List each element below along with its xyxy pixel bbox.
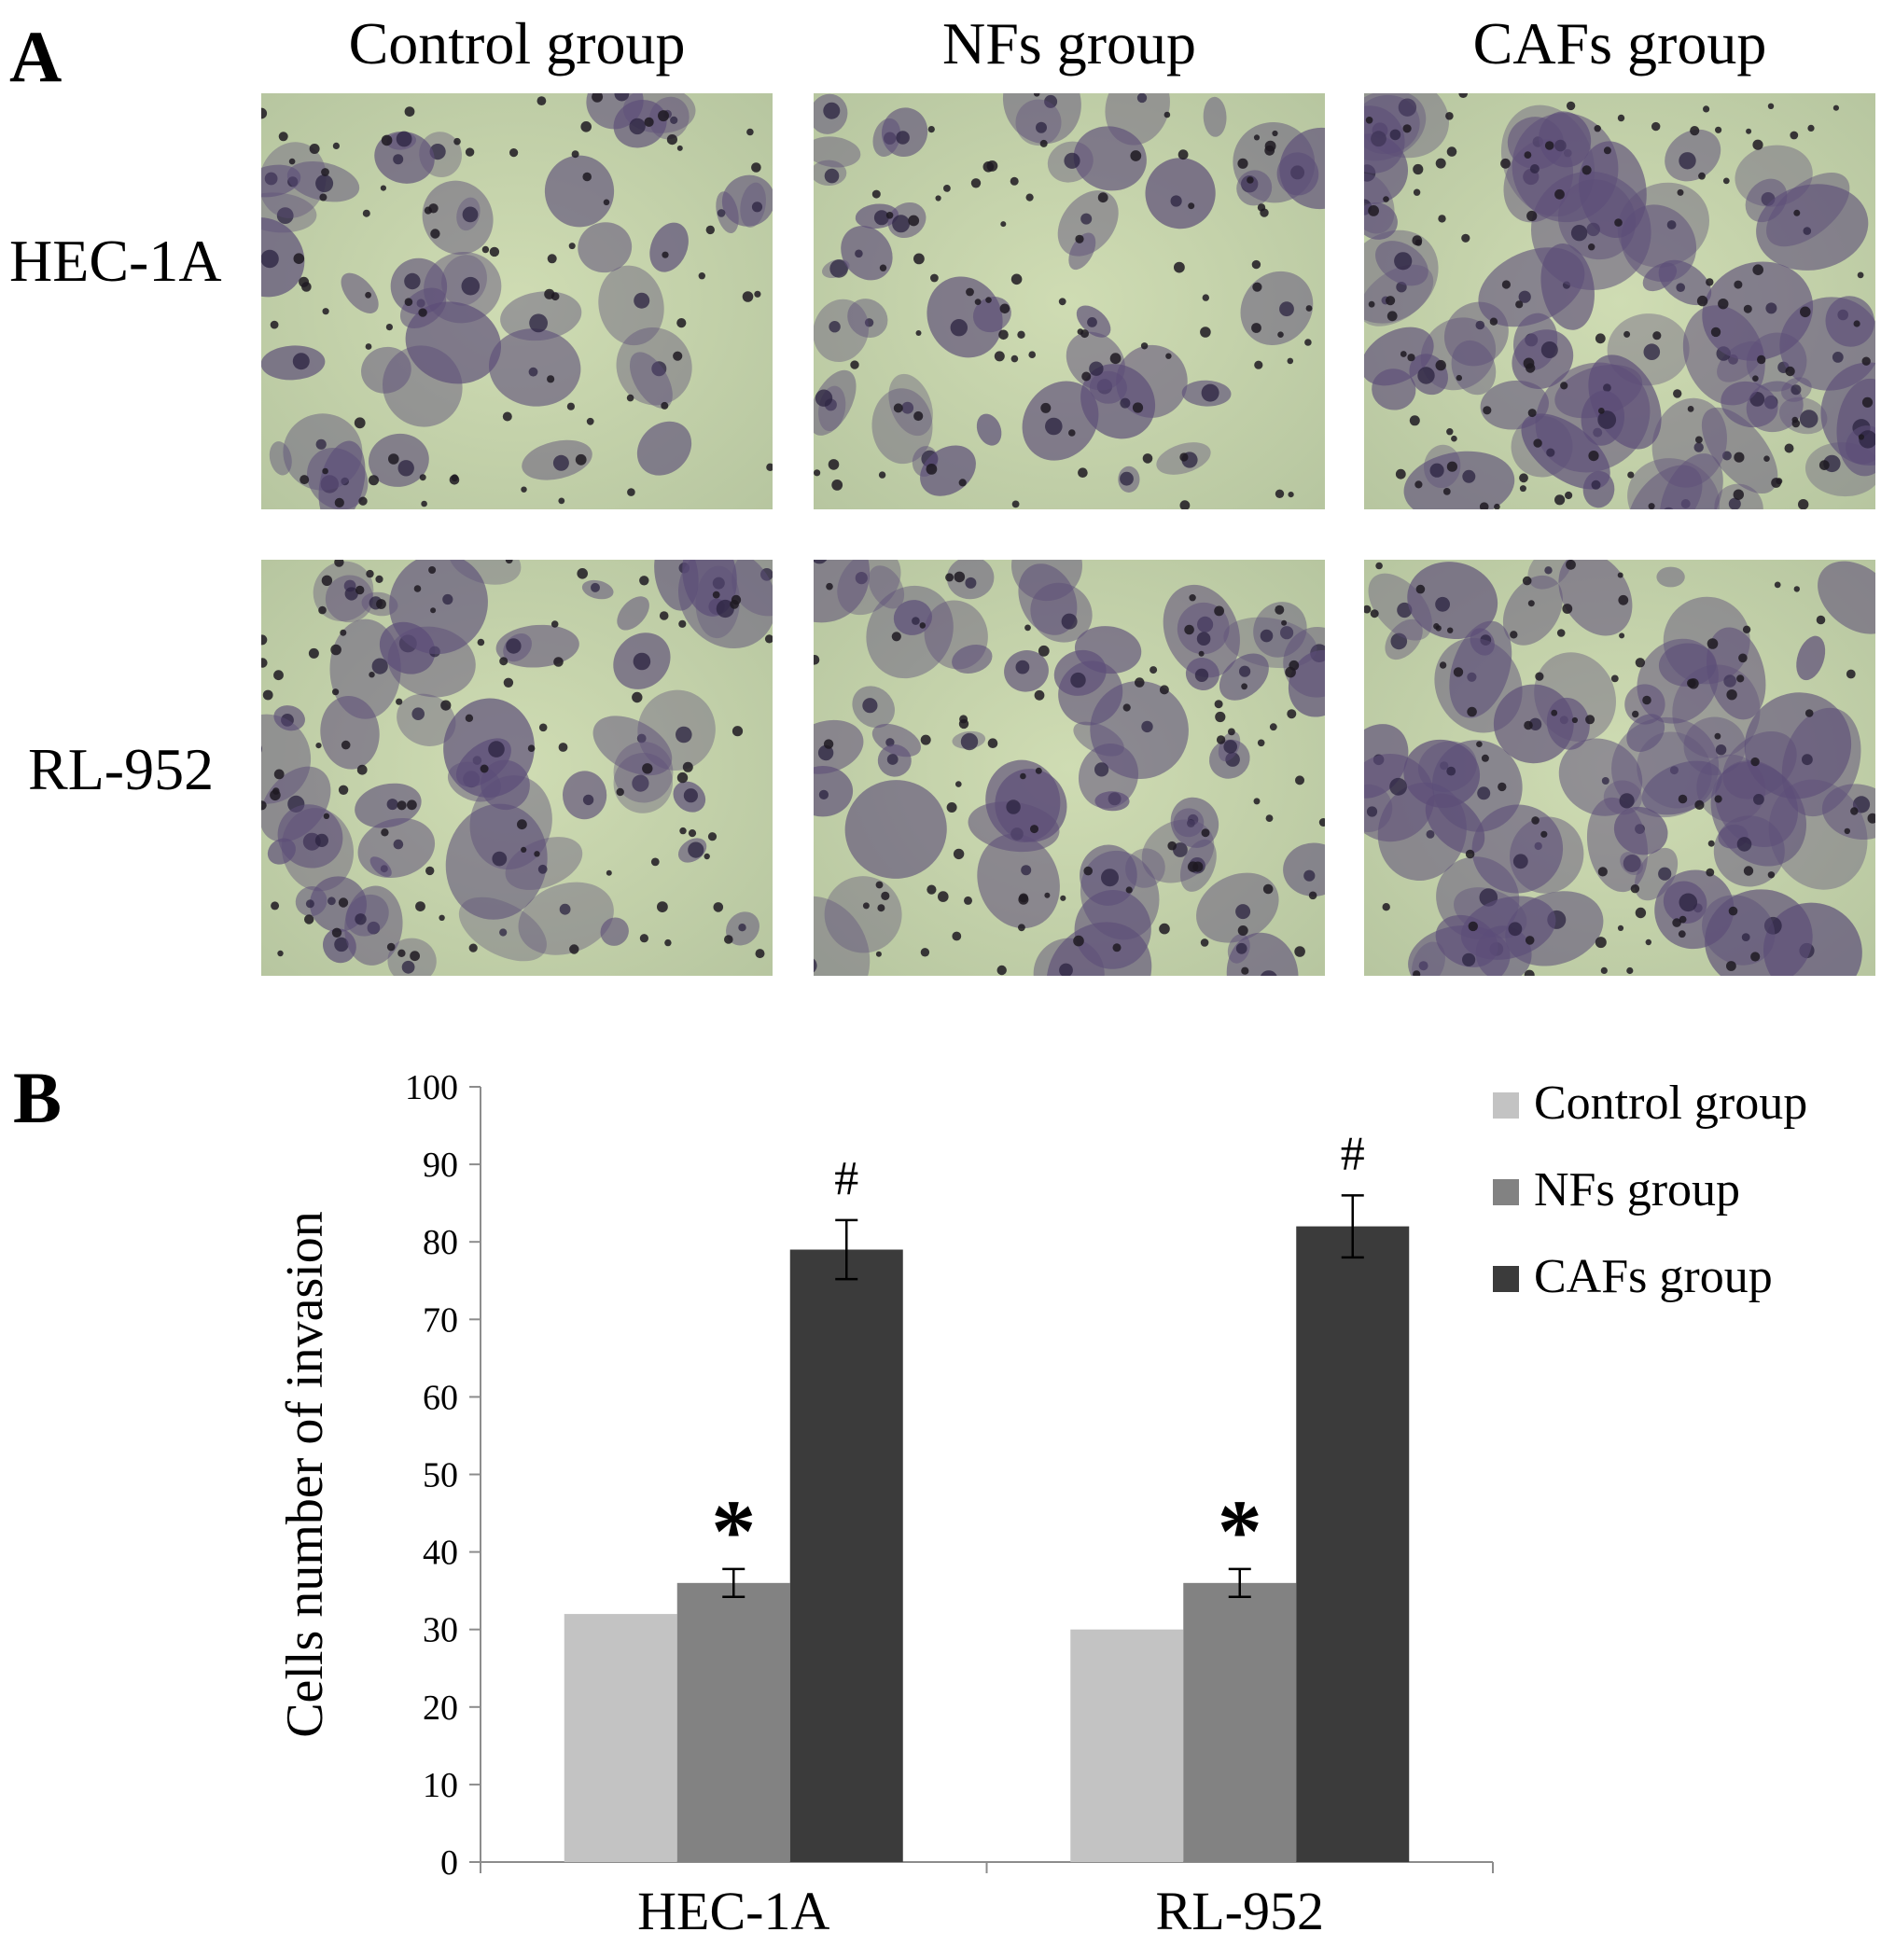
y-tick-label: 70 xyxy=(423,1300,458,1340)
micrograph-texture xyxy=(1364,93,1875,509)
y-tick-label: 10 xyxy=(423,1766,458,1805)
panel-b-letter: B xyxy=(13,1057,63,1138)
column-header-cafs: CAFs group xyxy=(1472,10,1767,76)
panel-a-letter: A xyxy=(9,16,63,97)
micrograph-rl952-nfs xyxy=(814,560,1325,976)
micrograph-texture xyxy=(261,560,773,976)
bar xyxy=(1183,1582,1297,1862)
bar xyxy=(564,1614,677,1862)
micrograph-hec1a-cafs xyxy=(1364,93,1875,509)
y-tick-label: 80 xyxy=(423,1223,458,1262)
significance-mark: # xyxy=(834,1152,858,1205)
bar xyxy=(676,1582,790,1862)
y-tick-label: 30 xyxy=(423,1611,458,1650)
row-label-hec1a: HEC-1A xyxy=(9,228,222,294)
y-tick-label: 100 xyxy=(405,1068,458,1107)
bar xyxy=(789,1249,903,1862)
micrograph-rl952-control xyxy=(261,560,773,976)
column-header-nfs: NFs group xyxy=(941,10,1197,76)
micrograph-texture xyxy=(814,93,1325,509)
x-tick-label: HEC-1A xyxy=(637,1881,829,1941)
legend-swatch xyxy=(1493,1266,1519,1292)
y-tick-label: 0 xyxy=(440,1843,458,1883)
micrograph-rl952-cafs xyxy=(1364,560,1875,976)
bar xyxy=(1070,1629,1184,1862)
micrograph-texture xyxy=(814,560,1325,976)
column-header-control: Control group xyxy=(348,10,686,76)
row-label-rl952: RL-952 xyxy=(28,736,215,802)
legend-swatch xyxy=(1493,1179,1519,1205)
y-tick-label: 40 xyxy=(423,1534,458,1573)
legend: Control group NFs group CAFs group xyxy=(1493,1077,1807,1303)
legend-label: Control group xyxy=(1534,1077,1807,1130)
significance-mark: * xyxy=(711,1481,756,1581)
y-tick-label: 90 xyxy=(423,1146,458,1185)
x-tick-label: RL-952 xyxy=(1156,1881,1324,1941)
invasion-bar-chart: 0 10 20 30 40 50 60 70 80 90 100 Cells number of in… xyxy=(276,1068,1807,1941)
legend-swatch xyxy=(1493,1092,1519,1119)
bar xyxy=(1296,1226,1410,1862)
y-tick-label: 20 xyxy=(423,1689,458,1728)
y-axis-label: Cells number of invasion xyxy=(276,1211,334,1738)
significance-mark: * xyxy=(1218,1481,1262,1581)
significance-mark: # xyxy=(1341,1127,1365,1180)
y-tick-label: 60 xyxy=(423,1378,458,1417)
y-tick-label: 50 xyxy=(423,1456,458,1495)
legend-label: CAFs group xyxy=(1534,1250,1773,1303)
micrograph-texture xyxy=(261,93,773,509)
micrograph-hec1a-control xyxy=(261,93,773,509)
micrograph-hec1a-nfs xyxy=(814,93,1325,509)
legend-label: NFs group xyxy=(1534,1163,1740,1216)
micrograph-texture xyxy=(1364,560,1875,976)
